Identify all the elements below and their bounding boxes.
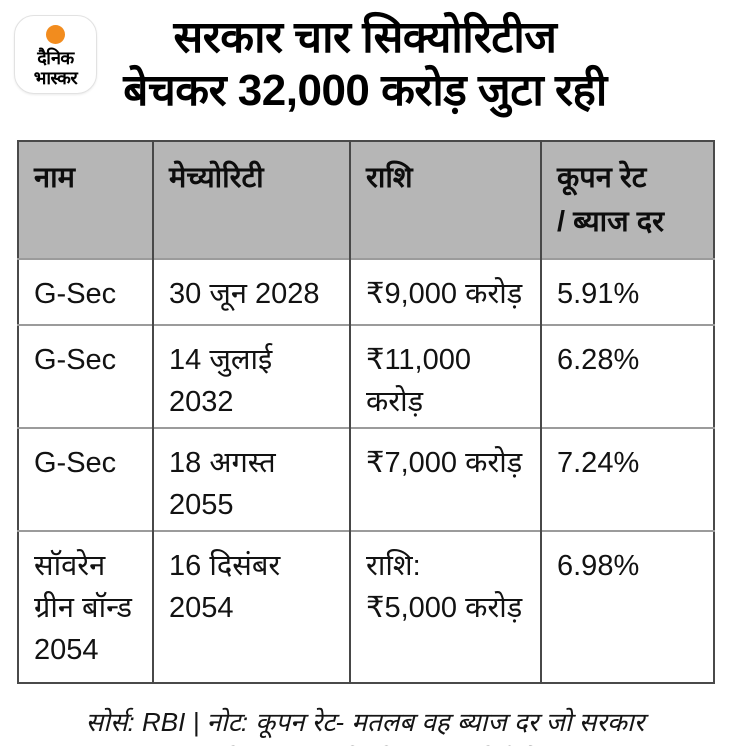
logo-text-line1: दैनिक [37,48,74,68]
cell-coupon: 6.98% [540,530,714,683]
masthead: दैनिक भास्कर सरकार चार सिक्योरिटीज बेचकर… [0,0,730,140]
cell-coupon: 7.24% [540,427,714,531]
cell-coupon: 5.91% [540,258,714,325]
cell-amount: ₹11,000 करोड़ [349,324,541,428]
table-row: सॉवरेन ग्रीन बॉन्ड 2054 16 दिसंबर 2054 र… [18,530,714,683]
dainik-bhaskar-logo: दैनिक भास्कर [14,15,97,94]
cell-maturity: 18 अगस्त 2055 [152,427,350,531]
logo-text-line2: भास्कर [33,68,78,88]
cell-name: G-Sec [18,427,153,531]
securities-table: नाम मेच्योरिटी राशि कूपन रेट / ब्याज दर … [17,140,715,684]
cell-name: सॉवरेन ग्रीन बॉन्ड 2054 [18,530,153,683]
headline: सरकार चार सिक्योरिटीज बेचकर 32,000 करोड़… [123,13,607,115]
cell-amount: ₹9,000 करोड़ [349,258,541,325]
cell-maturity: 16 दिसंबर 2054 [152,530,350,683]
cell-name: G-Sec [18,324,153,428]
col-header-maturity: मेच्योरिटी [152,141,350,259]
cell-amount: राशि: ₹5,000 करोड़ [349,530,541,683]
table-header-row: नाम मेच्योरिटी राशि कूपन रेट / ब्याज दर [18,141,714,259]
cell-maturity: 14 जुलाई 2032 [152,324,350,428]
col-header-name: नाम [18,141,153,259]
cell-maturity: 30 जून 2028 [152,258,350,325]
source-note: सोर्स: RBI | नोट: कूपन रेट- मतलब वह ब्या… [85,707,645,746]
table-row: G-Sec 18 अगस्त 2055 ₹7,000 करोड़ 7.24% [18,427,714,531]
cell-name: G-Sec [18,258,153,325]
cell-amount: ₹7,000 करोड़ [349,427,541,531]
table-row: G-Sec 30 जून 2028 ₹9,000 करोड़ 5.91% [18,258,714,325]
col-header-amount: राशि [349,141,541,259]
table-row: G-Sec 14 जुलाई 2032 ₹11,000 करोड़ 6.28% [18,324,714,428]
sun-icon [46,25,65,44]
col-header-coupon: कूपन रेट / ब्याज दर [540,141,714,259]
cell-coupon: 6.28% [540,324,714,428]
